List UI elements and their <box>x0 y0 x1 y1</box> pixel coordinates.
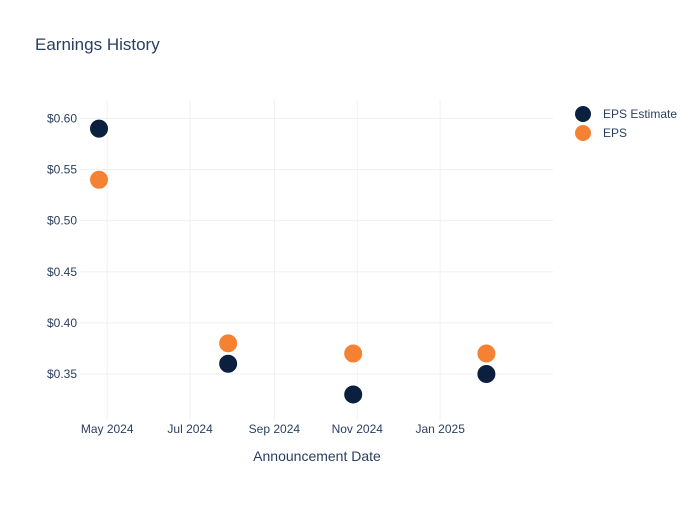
eps-estimate-point[interactable] <box>476 363 497 384</box>
data-points <box>89 118 497 405</box>
y-tick-label: $0.55 <box>47 163 77 177</box>
legend: EPS Estimate EPS <box>575 106 677 141</box>
chart-title: Earnings History <box>35 35 160 54</box>
legend-marker-eps-estimate[interactable] <box>575 106 591 122</box>
eps-estimate-point[interactable] <box>89 118 110 139</box>
eps-estimate-point[interactable] <box>343 384 364 405</box>
x-tick-labels: May 2024 Jul 2024 Sep 2024 Nov 2024 Jan 2025 <box>81 422 465 436</box>
y-tick-label: $0.60 <box>47 111 77 125</box>
y-tick-label: $0.45 <box>47 265 77 279</box>
eps-point[interactable] <box>476 343 497 364</box>
y-tick-labels: $0.35 $0.40 $0.45 $0.50 $0.55 $0.60 <box>47 111 77 381</box>
y-tick-label: $0.50 <box>47 214 77 228</box>
x-axis-label: Announcement Date <box>253 448 381 464</box>
eps-point[interactable] <box>89 169 110 190</box>
x-tick-label: Jan 2025 <box>415 422 465 436</box>
y-tick-label: $0.40 <box>47 316 77 330</box>
x-tick-label: Sep 2024 <box>249 422 301 436</box>
x-tick-label: Jul 2024 <box>167 422 213 436</box>
legend-label-eps[interactable]: EPS <box>603 126 627 140</box>
y-tick-label: $0.35 <box>47 367 77 381</box>
grid-layer <box>80 100 553 420</box>
legend-label-eps-estimate[interactable]: EPS Estimate <box>603 107 677 121</box>
x-tick-label: May 2024 <box>81 422 134 436</box>
eps-point[interactable] <box>218 333 239 354</box>
x-tick-label: Nov 2024 <box>332 422 384 436</box>
eps-point[interactable] <box>343 343 364 364</box>
legend-marker-eps[interactable] <box>575 125 591 141</box>
eps-estimate-point[interactable] <box>218 353 239 374</box>
